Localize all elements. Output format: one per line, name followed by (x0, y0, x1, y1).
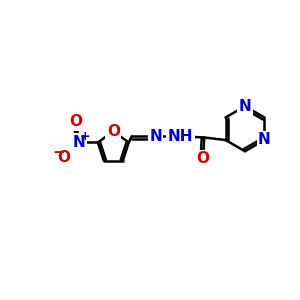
Text: O: O (107, 124, 120, 139)
Text: NH: NH (168, 129, 193, 144)
Text: O: O (196, 151, 209, 166)
Text: O: O (69, 114, 82, 129)
Text: N: N (238, 99, 251, 114)
Text: −: − (52, 145, 65, 160)
Text: O: O (58, 150, 70, 165)
Text: N: N (258, 133, 271, 148)
Text: N: N (149, 129, 162, 144)
Text: N: N (73, 135, 85, 150)
Text: +: + (79, 130, 90, 143)
